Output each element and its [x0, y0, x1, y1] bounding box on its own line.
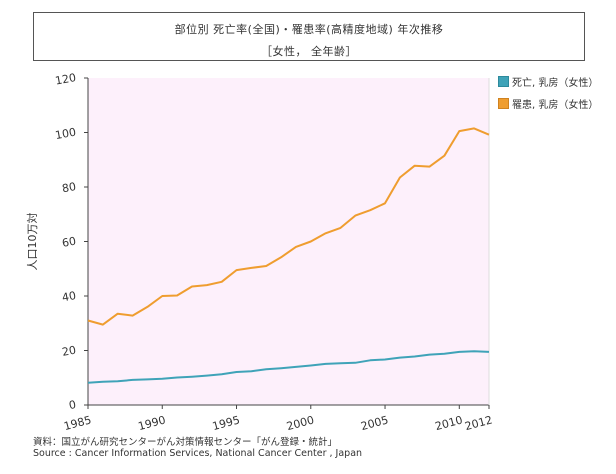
y-tick-label: 120: [54, 71, 77, 87]
y-tick-label: 60: [61, 235, 77, 250]
y-axis-label: 人口10万対: [25, 213, 39, 271]
y-tick-label: 100: [54, 126, 77, 142]
legend-swatch-mortality: [498, 76, 509, 87]
chart-subtitle: ［女性， 全年齢］: [261, 45, 357, 58]
x-tick-label: 2010: [434, 413, 464, 433]
x-tick-label: 2012: [463, 413, 493, 433]
x-tick-label: 1990: [137, 413, 167, 433]
plot-area: [88, 78, 489, 405]
x-tick-label: 2005: [359, 413, 389, 433]
source-note-ja: 資料：国立がん研究センターがん対策情報センター「がん登録・統計」: [33, 437, 338, 448]
series-line-incidence: [87, 127, 490, 326]
legend-swatch-incidence: [498, 98, 509, 109]
chart-title: 部位別 死亡率(全国)・罹患率(高精度地域) 年次推移: [174, 23, 444, 36]
y-tick-label: 40: [61, 289, 77, 304]
y-tick-label: 0: [68, 398, 77, 412]
x-tick-label: 1995: [211, 413, 241, 433]
y-tick-label: 20: [61, 344, 77, 359]
legend-item-incidence: 罹患, 乳房（女性）: [498, 96, 598, 111]
x-tick-label: 1985: [62, 413, 92, 433]
x-tick-label: 2000: [285, 413, 315, 433]
legend-label-incidence: 罹患, 乳房（女性）: [512, 100, 599, 111]
title-box: 部位別 死亡率(全国)・罹患率(高精度地域) 年次推移 ［女性， 全年齢］: [33, 12, 585, 61]
legend-label-mortality: 死亡, 乳房（女性）: [512, 78, 599, 89]
source-note: 資料：国立がん研究センターがん対策情報センター「がん登録・統計」 Source …: [33, 437, 362, 459]
legend-item-mortality: 死亡, 乳房（女性）: [498, 74, 598, 89]
source-note-en: Source : Cancer Information Services, Na…: [33, 448, 363, 459]
y-tick-label: 80: [61, 180, 77, 195]
series-line-mortality: [87, 350, 490, 384]
